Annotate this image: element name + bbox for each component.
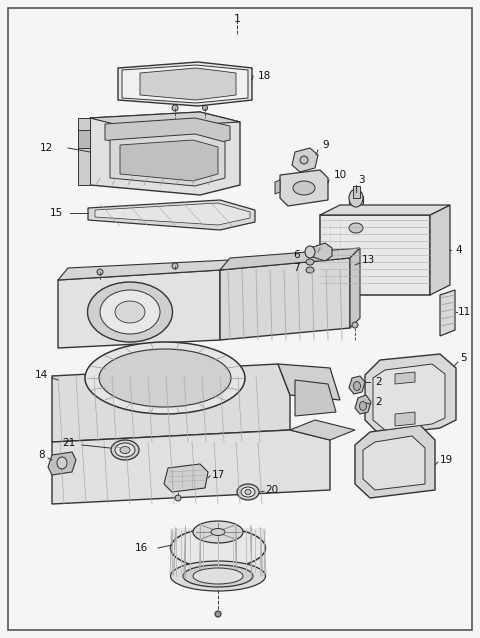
Polygon shape bbox=[105, 118, 230, 148]
Ellipse shape bbox=[87, 282, 172, 342]
Polygon shape bbox=[95, 203, 250, 225]
Bar bbox=[349, 196, 363, 228]
Ellipse shape bbox=[349, 223, 363, 233]
Polygon shape bbox=[58, 270, 220, 348]
Polygon shape bbox=[140, 68, 236, 100]
Polygon shape bbox=[280, 170, 328, 206]
Text: 8: 8 bbox=[38, 450, 45, 460]
Bar bbox=[353, 186, 360, 198]
Ellipse shape bbox=[100, 290, 160, 334]
Polygon shape bbox=[295, 380, 336, 416]
Text: 17: 17 bbox=[212, 470, 225, 480]
Polygon shape bbox=[363, 436, 425, 490]
Text: 4: 4 bbox=[455, 245, 462, 255]
Polygon shape bbox=[118, 62, 252, 106]
Polygon shape bbox=[88, 200, 255, 230]
Text: 7: 7 bbox=[293, 263, 300, 273]
Polygon shape bbox=[320, 205, 450, 215]
Polygon shape bbox=[220, 258, 350, 340]
Ellipse shape bbox=[349, 189, 363, 207]
Ellipse shape bbox=[211, 528, 225, 535]
Text: 20: 20 bbox=[265, 485, 278, 495]
Bar bbox=[170, 528, 266, 576]
Text: 21: 21 bbox=[62, 438, 75, 448]
Polygon shape bbox=[440, 290, 455, 336]
Ellipse shape bbox=[111, 440, 139, 460]
Ellipse shape bbox=[193, 521, 243, 543]
Ellipse shape bbox=[193, 568, 243, 584]
Polygon shape bbox=[164, 464, 208, 492]
Text: 6: 6 bbox=[293, 250, 300, 260]
Ellipse shape bbox=[99, 349, 231, 407]
Ellipse shape bbox=[306, 267, 314, 273]
Polygon shape bbox=[292, 148, 318, 172]
Ellipse shape bbox=[175, 495, 181, 501]
Polygon shape bbox=[110, 134, 225, 186]
Ellipse shape bbox=[183, 565, 253, 587]
Polygon shape bbox=[78, 130, 90, 148]
Polygon shape bbox=[430, 205, 450, 295]
Ellipse shape bbox=[215, 611, 221, 617]
Text: 14: 14 bbox=[35, 370, 48, 380]
Polygon shape bbox=[275, 180, 280, 194]
Polygon shape bbox=[48, 452, 76, 475]
Polygon shape bbox=[395, 372, 415, 384]
Text: 15: 15 bbox=[50, 208, 63, 218]
Ellipse shape bbox=[85, 342, 245, 414]
Ellipse shape bbox=[360, 401, 367, 410]
Polygon shape bbox=[278, 364, 340, 400]
Polygon shape bbox=[310, 243, 332, 261]
Text: 16: 16 bbox=[135, 543, 148, 553]
Ellipse shape bbox=[245, 489, 251, 494]
Ellipse shape bbox=[300, 156, 308, 164]
Text: 12: 12 bbox=[40, 143, 53, 153]
Polygon shape bbox=[220, 248, 360, 270]
Polygon shape bbox=[52, 430, 330, 504]
Polygon shape bbox=[349, 376, 365, 394]
Polygon shape bbox=[78, 118, 90, 185]
Text: 19: 19 bbox=[440, 455, 453, 465]
Polygon shape bbox=[90, 112, 240, 195]
Text: 10: 10 bbox=[334, 170, 347, 180]
Text: 2: 2 bbox=[375, 397, 382, 407]
Ellipse shape bbox=[115, 301, 145, 323]
Ellipse shape bbox=[352, 322, 358, 328]
Polygon shape bbox=[90, 112, 240, 128]
Polygon shape bbox=[120, 140, 218, 181]
Polygon shape bbox=[122, 65, 248, 103]
Ellipse shape bbox=[172, 263, 178, 269]
Ellipse shape bbox=[241, 487, 255, 497]
Polygon shape bbox=[373, 364, 445, 430]
Text: 2: 2 bbox=[375, 377, 382, 387]
Polygon shape bbox=[355, 425, 435, 498]
Ellipse shape bbox=[306, 259, 314, 265]
Ellipse shape bbox=[172, 105, 178, 111]
Text: 11: 11 bbox=[458, 307, 471, 317]
Ellipse shape bbox=[293, 181, 315, 195]
Ellipse shape bbox=[120, 447, 130, 454]
Text: 13: 13 bbox=[362, 255, 375, 265]
Polygon shape bbox=[320, 215, 430, 295]
Ellipse shape bbox=[203, 105, 207, 110]
Polygon shape bbox=[58, 260, 230, 280]
Text: 5: 5 bbox=[460, 353, 467, 363]
Ellipse shape bbox=[97, 269, 103, 275]
Polygon shape bbox=[365, 354, 456, 435]
Polygon shape bbox=[355, 395, 371, 414]
Ellipse shape bbox=[115, 443, 135, 457]
Polygon shape bbox=[395, 412, 415, 426]
Ellipse shape bbox=[305, 246, 315, 258]
Ellipse shape bbox=[57, 457, 67, 469]
Ellipse shape bbox=[170, 528, 265, 568]
Text: 1: 1 bbox=[233, 14, 240, 24]
Polygon shape bbox=[350, 248, 360, 328]
Ellipse shape bbox=[170, 561, 265, 591]
Ellipse shape bbox=[353, 382, 360, 390]
Ellipse shape bbox=[237, 484, 259, 500]
Polygon shape bbox=[290, 420, 355, 440]
Text: 3: 3 bbox=[358, 175, 365, 185]
Text: 9: 9 bbox=[322, 140, 329, 150]
Text: 18: 18 bbox=[258, 71, 271, 81]
Polygon shape bbox=[52, 364, 290, 442]
